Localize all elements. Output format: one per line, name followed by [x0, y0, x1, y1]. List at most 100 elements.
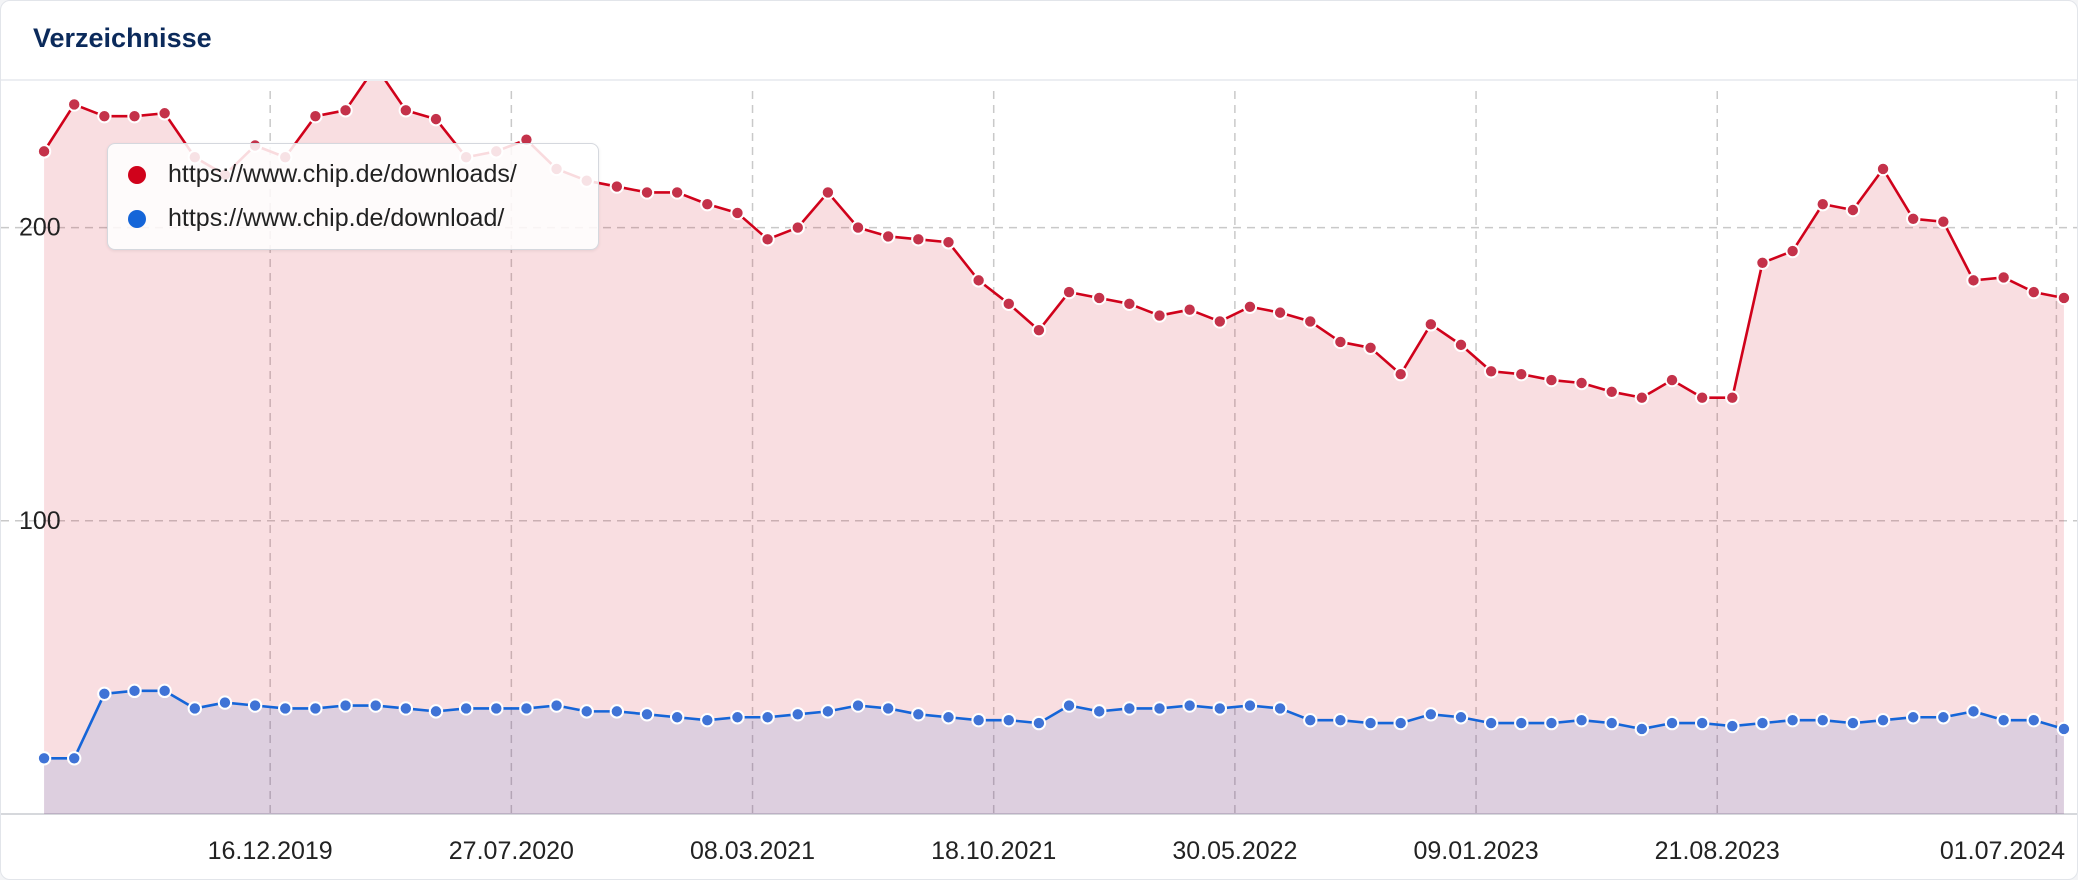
data-point — [820, 185, 836, 200]
data-point — [549, 698, 564, 713]
data-point — [639, 185, 655, 200]
data-point — [338, 103, 353, 118]
data-point — [1634, 721, 1650, 737]
data-point — [850, 220, 866, 235]
data-point — [1604, 384, 1619, 399]
data-point — [609, 704, 625, 719]
data-point — [1966, 704, 1981, 719]
data-point — [308, 701, 323, 716]
data-point — [67, 97, 82, 112]
x-tick-label: 08.03.2021 — [690, 837, 815, 865]
data-point — [1785, 243, 1800, 259]
data-point — [489, 701, 504, 716]
data-point — [1001, 296, 1016, 312]
line-chart: 100 200 16.12.2019 27.07.2020 08.03.2021 18.1… — [1, 81, 2077, 865]
data-point — [1664, 372, 1680, 388]
data-point — [1966, 273, 1981, 288]
chart-legend: https://www.chip.de/downloads/ https://w… — [107, 143, 599, 250]
chart-points — [36, 97, 2072, 766]
data-point — [1061, 698, 1077, 713]
data-point — [428, 111, 444, 127]
data-point — [1725, 390, 1740, 405]
data-point — [1845, 715, 1861, 731]
data-point — [971, 273, 986, 288]
data-point — [1815, 196, 1830, 212]
data-point — [2056, 290, 2072, 306]
legend-item-downloads[interactable]: https://www.chip.de/downloads/ — [128, 160, 517, 189]
x-tick-label: 21.08.2023 — [1655, 837, 1780, 865]
legend-label-download: https://www.chip.de/download/ — [168, 204, 505, 232]
data-point — [1936, 214, 1951, 229]
data-point — [1242, 698, 1258, 713]
x-tick-label: 16.12.2019 — [208, 837, 333, 865]
data-point — [1152, 308, 1167, 323]
data-point — [700, 712, 715, 728]
data-point — [1092, 704, 1107, 719]
header-divider — [1, 79, 2077, 81]
data-point — [1604, 715, 1619, 731]
data-point — [368, 698, 383, 713]
data-point — [278, 701, 293, 716]
data-point — [36, 751, 52, 766]
data-point — [1694, 715, 1710, 731]
data-point — [639, 707, 655, 722]
data-point — [2026, 712, 2041, 728]
data-point — [187, 701, 203, 716]
data-point — [941, 235, 956, 250]
data-point — [760, 710, 775, 725]
data-point — [730, 205, 745, 221]
data-point — [97, 686, 112, 701]
data-point — [700, 196, 715, 212]
data-point — [1453, 710, 1469, 725]
legend-label-downloads: https://www.chip.de/downloads/ — [168, 160, 517, 188]
data-point — [1333, 712, 1348, 728]
data-point — [1303, 712, 1318, 728]
data-point — [1634, 390, 1650, 405]
data-point — [1875, 712, 1891, 728]
data-point — [880, 229, 896, 244]
data-point — [1122, 296, 1137, 312]
data-point — [398, 103, 414, 118]
data-point — [941, 710, 956, 725]
x-tick-label: 01.07.2024 — [1940, 837, 2065, 865]
data-point — [911, 232, 926, 247]
data-point — [1031, 323, 1047, 338]
data-point — [247, 698, 263, 713]
data-point — [1182, 302, 1197, 317]
chart-areas — [44, 81, 2064, 814]
y-tick-label: 200 — [19, 214, 61, 242]
data-point — [1875, 161, 1891, 177]
data-point — [1272, 305, 1288, 320]
legend-marker-download — [128, 209, 146, 228]
y-tick-label: 100 — [19, 507, 61, 535]
data-point — [1996, 712, 2011, 728]
data-point — [1001, 712, 1016, 728]
data-point — [1514, 715, 1529, 731]
data-point — [1272, 701, 1288, 716]
x-tick-label: 27.07.2020 — [449, 837, 574, 865]
data-point — [1785, 712, 1800, 728]
area-series-1 — [44, 690, 2064, 814]
data-point — [1423, 707, 1439, 722]
data-point — [1574, 375, 1589, 391]
data-point — [911, 707, 926, 722]
data-point — [579, 704, 594, 719]
data-point — [1212, 314, 1228, 329]
chart-grid — [1, 91, 2077, 815]
data-point — [1996, 270, 2011, 285]
data-point — [790, 707, 805, 722]
data-point — [760, 232, 775, 247]
legend-item-download[interactable]: https://www.chip.de/download/ — [128, 204, 504, 233]
data-point — [1815, 712, 1830, 728]
data-point — [67, 751, 82, 766]
data-point — [1905, 710, 1921, 725]
data-point — [398, 701, 414, 716]
data-point — [1514, 367, 1529, 382]
data-point — [127, 108, 142, 124]
data-point — [1544, 372, 1559, 388]
data-point — [1242, 299, 1258, 314]
data-point — [1453, 337, 1469, 353]
data-point — [1905, 211, 1921, 227]
data-point — [669, 185, 685, 200]
data-point — [1363, 340, 1378, 356]
